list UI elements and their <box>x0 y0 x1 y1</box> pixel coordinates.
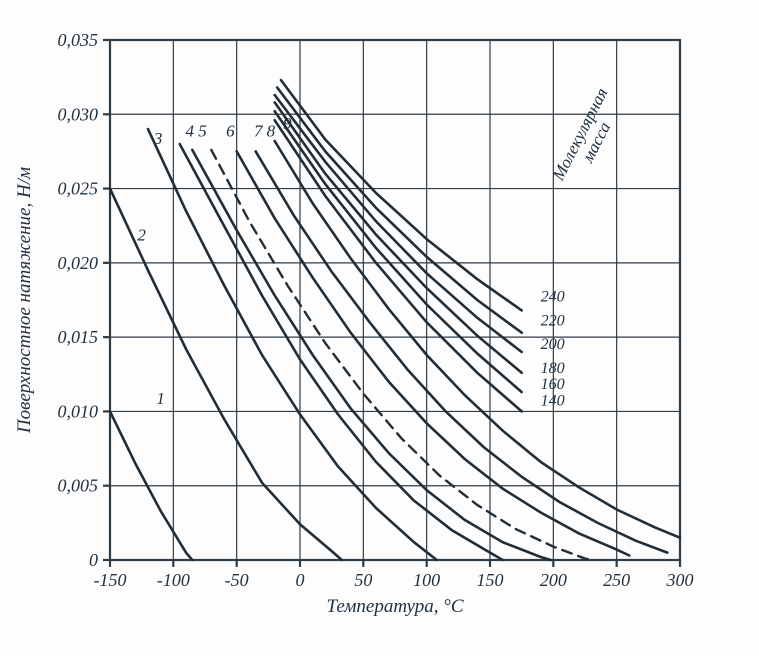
bg <box>0 0 759 656</box>
mol-mass-label: 200 <box>541 336 565 353</box>
ytick-label: 0 <box>89 550 98 570</box>
xtick-label: -100 <box>157 570 190 590</box>
mol-mass-label: 240 <box>541 288 565 305</box>
mol-mass-label: 140 <box>541 392 565 409</box>
mol-mass-label: 160 <box>541 376 565 393</box>
mol-mass-label: 180 <box>541 360 565 377</box>
xtick-label: 0 <box>296 570 305 590</box>
xtick-label: 300 <box>666 570 694 590</box>
y-axis-title: Поверхностное натяжение, Н/м <box>14 167 35 434</box>
xtick-label: 200 <box>540 570 567 590</box>
ytick-label: 0,035 <box>58 30 99 50</box>
xtick-label: 50 <box>354 570 372 590</box>
curve-number-label: 7 <box>254 122 264 141</box>
xtick-label: 250 <box>603 570 630 590</box>
ytick-label: 0,015 <box>58 327 99 347</box>
curve-number-label: 4 <box>186 122 195 141</box>
surface-tension-chart: -150 -100 -50 0 50 100 150 200 250 300 0 0,005 0,010… <box>0 0 759 656</box>
curve-number-label: 6 <box>226 122 235 141</box>
ytick-label: 0,020 <box>58 253 99 273</box>
curve-number-label: 3 <box>153 129 163 148</box>
xtick-label: -150 <box>94 570 127 590</box>
xtick-label: -50 <box>225 570 249 590</box>
xtick-label: 150 <box>477 570 504 590</box>
ytick-label: 0,025 <box>58 179 99 199</box>
curve-number-label: 1 <box>156 389 165 408</box>
ytick-label: 0,005 <box>58 476 99 496</box>
curve-number-label: 8 <box>267 122 276 141</box>
x-axis-title: Температура, °C <box>326 596 463 617</box>
curve-number-label: 9 <box>283 114 292 133</box>
ytick-label: 0,010 <box>58 401 99 421</box>
ytick-label: 0,030 <box>58 104 99 124</box>
curve-number-label: 2 <box>137 226 146 245</box>
curve-number-label: 5 <box>198 122 207 141</box>
mol-mass-label: 220 <box>541 312 565 329</box>
xtick-label: 100 <box>413 570 440 590</box>
